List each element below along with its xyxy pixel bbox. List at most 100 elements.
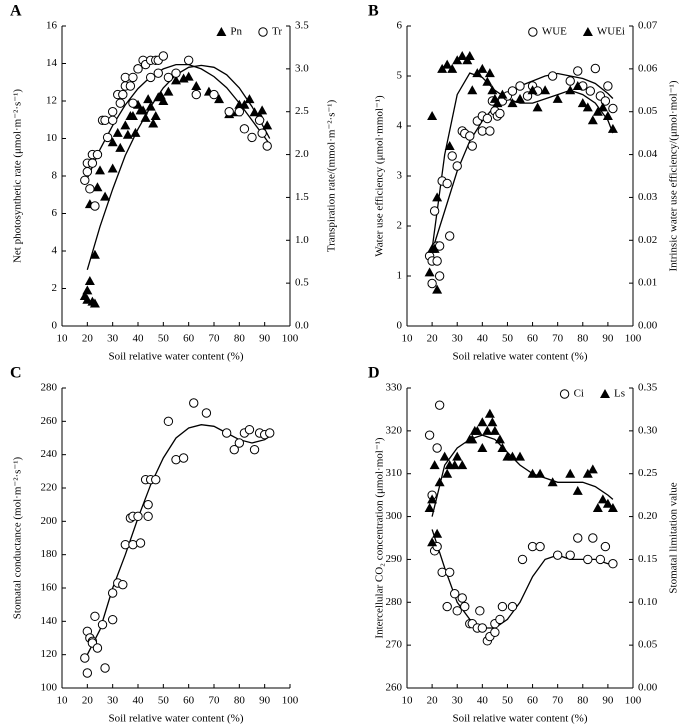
circle-marker	[573, 66, 583, 76]
y-tick-label: 0	[52, 320, 58, 332]
circle-marker	[547, 71, 558, 81]
triangle-marker	[497, 443, 508, 452]
circle-marker	[107, 588, 118, 598]
triangle-marker	[457, 460, 468, 470]
x-tick-label: 60	[527, 333, 539, 345]
triangle-marker	[607, 123, 618, 133]
x-tick-label: 60	[527, 695, 539, 707]
x-tick-label: 70	[209, 333, 221, 345]
triangle-marker	[140, 112, 151, 122]
x-tick-label: 80	[577, 695, 589, 707]
x-tick-label: 30	[452, 333, 464, 345]
circle-marker	[600, 96, 611, 106]
x-tick-label: 20	[82, 695, 94, 707]
triangle-marker	[112, 127, 123, 137]
circle-marker	[153, 68, 163, 78]
circle-marker	[442, 601, 452, 612]
triangle-marker	[552, 93, 563, 103]
circle-marker	[497, 601, 508, 612]
y-tick-label: 5	[397, 70, 403, 82]
triangle-marker	[572, 81, 583, 90]
circle-marker	[97, 619, 108, 630]
circle-marker	[80, 653, 90, 663]
triangle-marker	[484, 68, 495, 78]
circle-marker	[467, 141, 477, 151]
triangle-marker	[92, 182, 103, 192]
circle-marker	[447, 151, 457, 161]
triangle-marker	[487, 85, 498, 95]
legend-label: WUE	[542, 26, 567, 38]
y-tick-label: 2	[52, 282, 58, 294]
triangle-marker	[577, 98, 588, 108]
circle-marker	[600, 541, 611, 552]
triangle-marker	[100, 191, 111, 201]
y-tick-label: 330	[386, 382, 403, 394]
legend-label: Tr	[272, 26, 282, 38]
triangle-marker	[472, 425, 483, 435]
circle-marker	[158, 51, 169, 61]
y2-tick-label: 0.07	[638, 20, 658, 32]
circle-marker	[87, 158, 98, 168]
triangle-marker	[497, 89, 508, 99]
y-tick-label: 160	[41, 582, 58, 594]
triangle-marker	[442, 468, 453, 478]
circle-marker	[100, 663, 110, 673]
circle-marker	[118, 579, 128, 590]
circle-marker	[257, 128, 267, 138]
circle-marker	[608, 559, 618, 569]
circle-marker	[90, 201, 100, 211]
x-tick-label: 30	[452, 695, 464, 707]
y2-axis-label: Stomatal limitation value	[668, 482, 680, 593]
y2-tick-label: 2.5	[295, 105, 309, 117]
y2-tick-label: 0.10	[638, 596, 658, 608]
triangle-marker	[527, 85, 538, 95]
y-tick-label: 1	[397, 270, 403, 282]
circle-marker	[234, 107, 245, 117]
triangle-marker	[148, 118, 159, 128]
triangle-marker	[565, 85, 576, 95]
triangle-marker	[587, 464, 598, 474]
y2-tick-label: 0.05	[638, 105, 658, 117]
fit-curve	[431, 72, 614, 249]
triangle-marker	[432, 528, 443, 538]
circle-marker	[552, 550, 563, 560]
circle-marker	[565, 76, 575, 86]
circle-marker	[515, 81, 525, 91]
circle-marker	[135, 538, 146, 548]
triangle-marker	[482, 425, 493, 435]
circle-marker	[450, 589, 460, 599]
circle-marker	[82, 167, 93, 177]
y2-tick-label: 0.0	[295, 320, 309, 332]
y-tick-label: 12	[46, 95, 57, 107]
circle-marker	[482, 113, 493, 124]
circle-marker	[201, 408, 212, 418]
fit-curve	[86, 424, 271, 655]
x-axis-label: Soil relative water content (%)	[452, 713, 587, 725]
panel-label: C	[10, 365, 22, 382]
circle-marker	[143, 511, 153, 522]
circle-marker	[585, 86, 596, 96]
triangle-marker	[527, 468, 538, 478]
triangle-marker	[171, 75, 181, 85]
circle-marker	[452, 606, 462, 616]
x-tick-label: 90	[602, 695, 614, 707]
x-tick-label: 50	[158, 333, 170, 345]
triangle-marker	[120, 120, 131, 130]
circle-marker	[143, 499, 153, 510]
y2-tick-label: 0.15	[638, 553, 658, 565]
x-tick-label: 40	[477, 333, 489, 345]
x-tick-label: 50	[502, 695, 514, 707]
circle-marker	[475, 606, 485, 616]
x-tick-label: 50	[502, 333, 514, 345]
circle-marker	[517, 554, 528, 565]
y-tick-label: 200	[41, 515, 58, 527]
triangle-marker	[434, 477, 445, 487]
triangle-marker	[472, 68, 483, 78]
circle-marker	[507, 601, 518, 612]
triangle-marker	[95, 165, 105, 175]
fit-curve	[431, 434, 614, 517]
circle-marker	[171, 454, 181, 465]
x-tick-label: 70	[552, 333, 564, 345]
circle-marker	[128, 98, 138, 108]
circle-marker	[432, 443, 442, 453]
